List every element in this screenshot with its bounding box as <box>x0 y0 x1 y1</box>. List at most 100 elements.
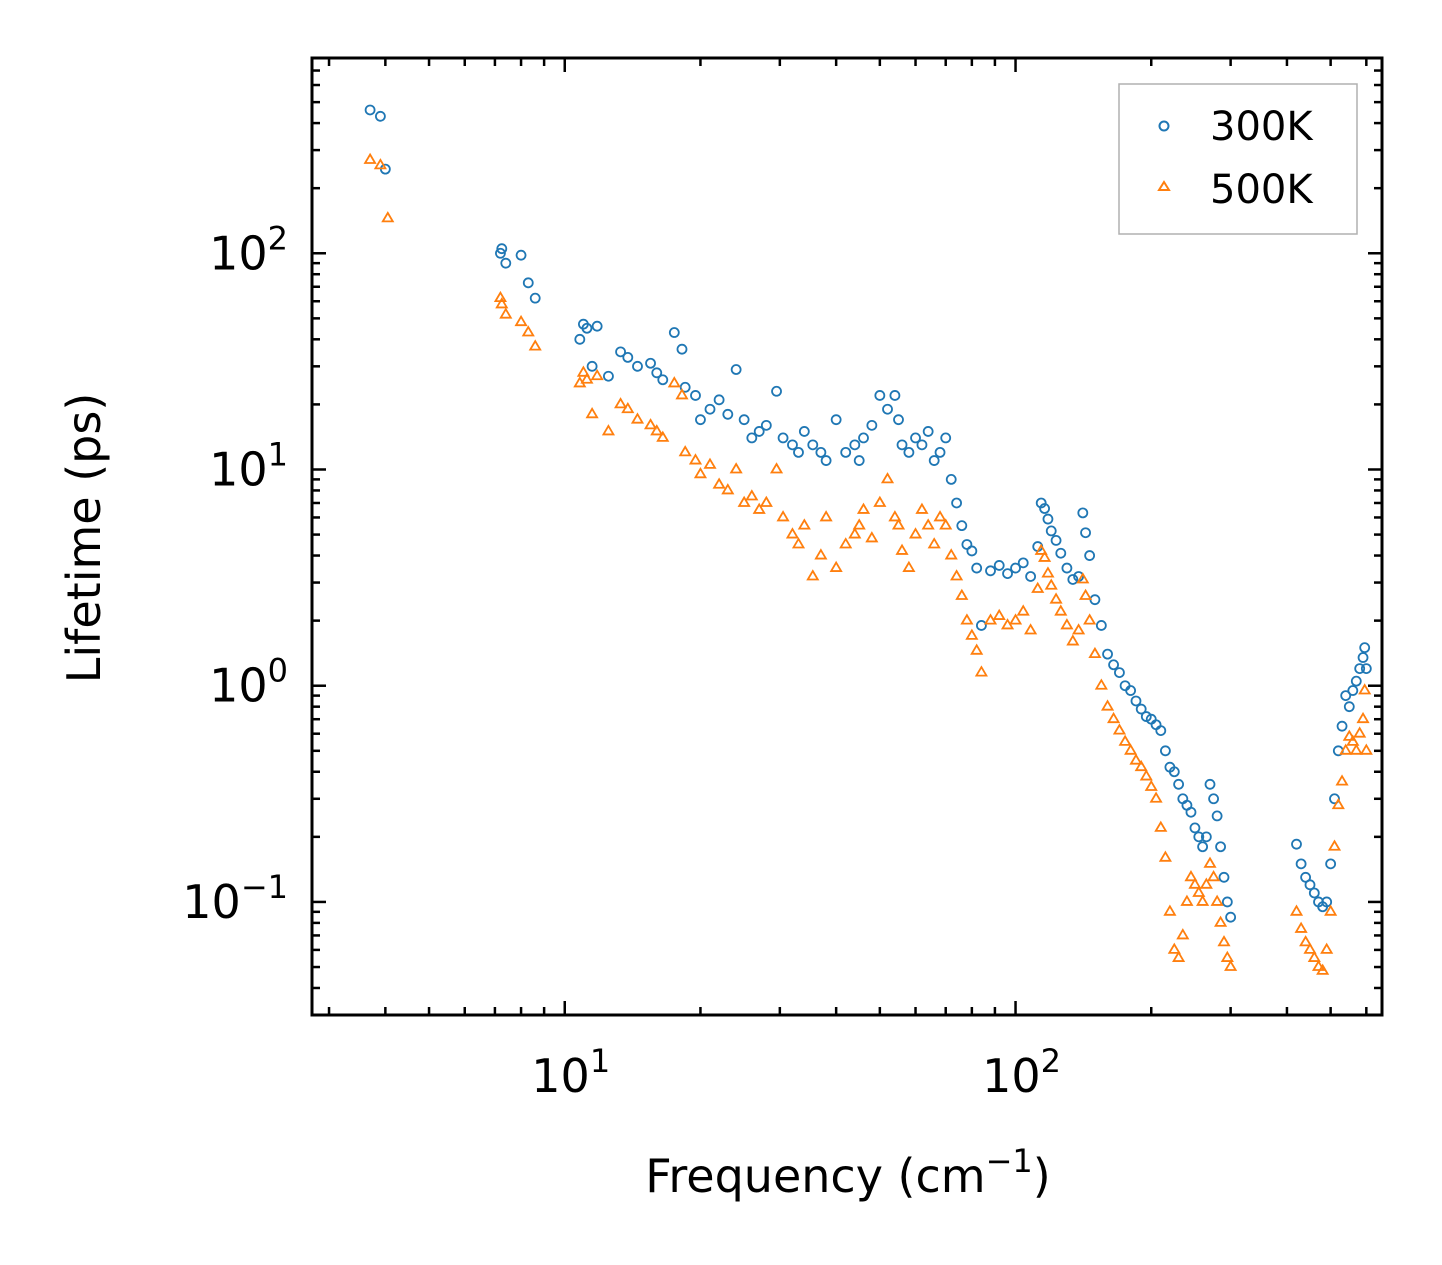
y-tick-exp: 1 <box>268 435 288 473</box>
data-point-500k <box>1180 894 1194 906</box>
data-point-500k <box>1192 885 1206 897</box>
legend-label-500k: 500K <box>1210 167 1314 213</box>
data-point-500k <box>1094 678 1108 690</box>
data-point-500k <box>630 412 645 424</box>
data-point-500k <box>688 453 703 465</box>
data-point-300k <box>522 277 534 289</box>
data-point-500k <box>1311 959 1326 971</box>
data-point-300k <box>820 455 832 466</box>
data-point-300k <box>1010 562 1021 574</box>
data-point-500k <box>495 297 509 309</box>
data-point-300k <box>1291 838 1302 850</box>
data-point-500k <box>1112 723 1127 735</box>
data-point-500k <box>1358 683 1372 695</box>
data-point-500k <box>1144 779 1158 791</box>
x-tick-exp: 2 <box>1041 1042 1061 1080</box>
data-point-500k <box>888 510 902 522</box>
data-point-300k <box>1035 497 1047 509</box>
data-point-500k <box>1331 797 1345 810</box>
data-point-500k <box>1327 839 1342 851</box>
data-point-300k <box>896 439 908 451</box>
data-point-300k <box>1208 793 1219 805</box>
data-point-300k <box>632 360 643 372</box>
data-point-300k <box>830 414 842 426</box>
series-500k <box>363 152 1373 975</box>
data-point-300k <box>849 439 861 451</box>
data-point-500k <box>1172 950 1186 962</box>
data-point-500k <box>950 569 964 581</box>
data-point-300k <box>971 562 983 574</box>
data-point-500k <box>621 401 635 414</box>
data-point-500k <box>1078 588 1093 600</box>
data-point-300k <box>1108 659 1119 671</box>
data-point-300k <box>916 439 928 451</box>
x-tick-base: 10 <box>531 1049 590 1103</box>
data-point-300k <box>676 343 688 355</box>
data-point-300k <box>713 394 725 406</box>
data-point-300k <box>364 104 376 116</box>
data-point-500k <box>1139 769 1153 781</box>
data-point-500k <box>1054 604 1068 616</box>
data-point-300k <box>807 439 819 451</box>
data-point-300k <box>1221 896 1233 908</box>
data-point-300k <box>1218 871 1230 883</box>
data-point-500k <box>785 527 800 539</box>
x-axis-title-tail: ) <box>1033 1149 1051 1203</box>
data-point-300k <box>1114 667 1125 678</box>
data-point-300k <box>1173 778 1185 790</box>
data-point-300k <box>730 364 742 375</box>
data-point-500k <box>1307 950 1321 962</box>
data-point-300k <box>922 426 934 437</box>
data-point-500k <box>1335 774 1349 786</box>
data-point-500k <box>1124 743 1138 755</box>
y-tick-label: 100 <box>209 652 288 713</box>
data-point-500k <box>1076 572 1090 584</box>
data-point-500k <box>1088 646 1102 659</box>
data-point-500k <box>1031 581 1045 593</box>
data-point-500k <box>576 365 590 377</box>
data-point-500k <box>1134 759 1148 772</box>
legend-box <box>1118 83 1358 235</box>
data-point-300k <box>760 419 772 431</box>
data-point-500k <box>902 560 916 572</box>
data-point-500k <box>590 368 604 381</box>
data-point-500k <box>667 376 681 388</box>
data-point-500k <box>1041 566 1055 578</box>
data-point-300k <box>1050 534 1062 546</box>
data-point-500k <box>1224 959 1238 971</box>
data-points <box>363 104 1373 975</box>
data-point-300k <box>1329 793 1340 805</box>
data-point-300k <box>1295 858 1307 870</box>
data-point-500k <box>1199 877 1213 889</box>
data-point-500k <box>1203 856 1217 868</box>
x-tick-label: 102 <box>982 1042 1061 1103</box>
data-point-300k <box>798 426 810 437</box>
x-axis-title-sup: −1 <box>986 1142 1033 1180</box>
data-point-500k <box>1210 894 1224 906</box>
x-tick-label: 101 <box>531 1042 610 1103</box>
data-point-500k <box>1316 963 1330 975</box>
data-point-500k <box>944 548 958 560</box>
data-point-500k <box>1299 935 1313 947</box>
data-point-500k <box>1184 870 1198 882</box>
data-point-500k <box>580 372 594 384</box>
data-point-300k <box>840 446 852 458</box>
data-point-500k <box>1339 743 1353 755</box>
data-point-500k <box>521 325 535 337</box>
data-point-500k <box>1353 726 1367 738</box>
data-point-300k <box>985 565 996 577</box>
data-point-300k <box>651 367 663 379</box>
data-point-300k <box>496 243 508 255</box>
data-point-300k <box>645 357 656 369</box>
data-point-500k <box>585 407 599 419</box>
data-point-500k <box>915 502 929 514</box>
data-point-300k <box>722 408 734 420</box>
data-point-300k <box>777 432 789 444</box>
data-point-300k <box>858 432 869 444</box>
data-point-500k <box>891 518 906 530</box>
x-axis-title: Frequency (cm−1) <box>645 1142 1050 1203</box>
data-point-500k <box>1176 928 1190 940</box>
data-point-500k <box>1356 711 1370 724</box>
data-point-500k <box>856 502 871 514</box>
data-point-300k <box>1039 503 1050 514</box>
